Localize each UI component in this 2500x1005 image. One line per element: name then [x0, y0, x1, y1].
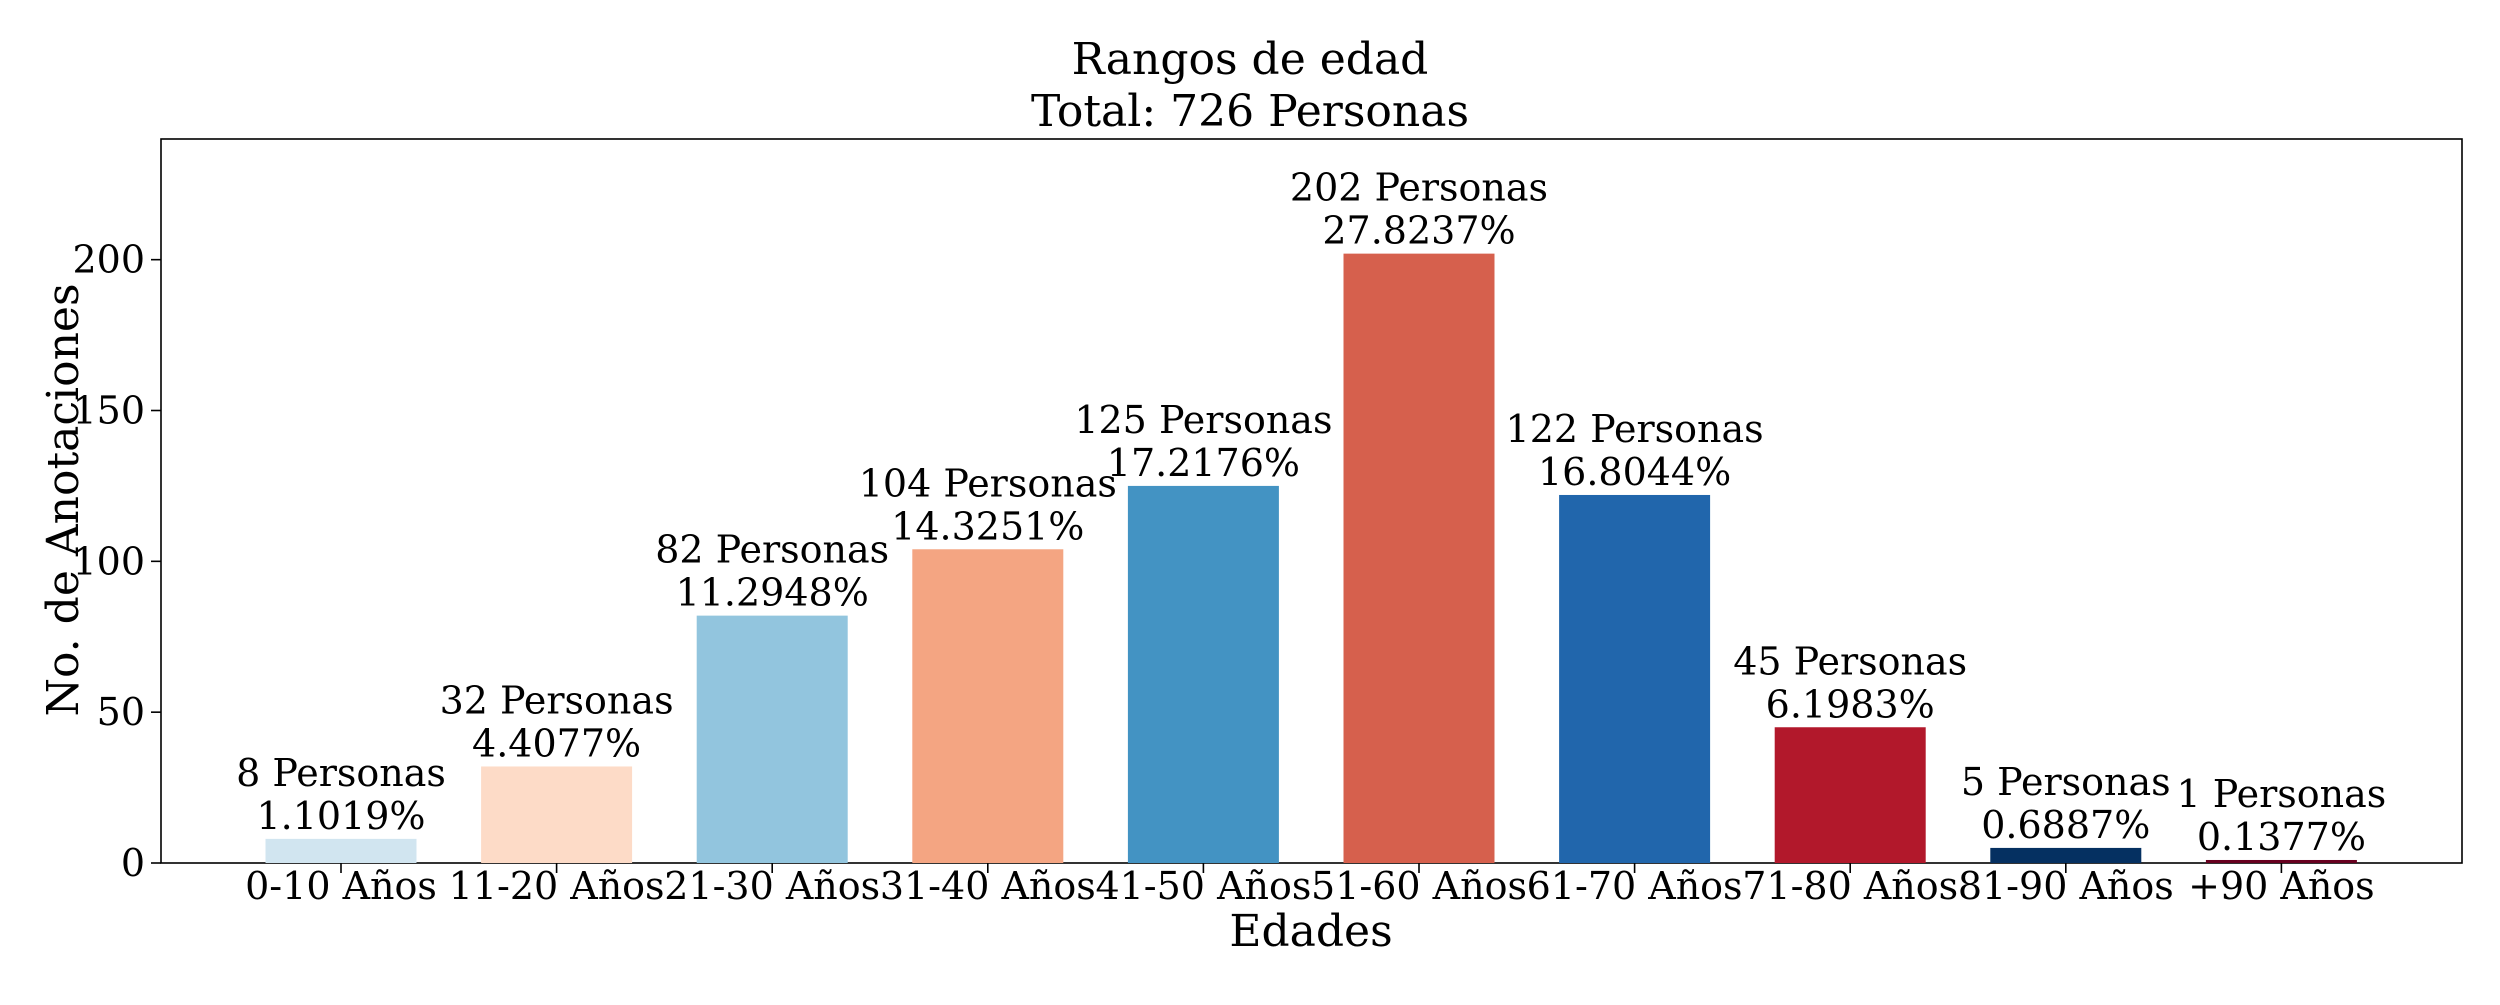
x-tick-label: +90 Años [2188, 864, 2375, 908]
x-tick-label: 61-70 Años [1527, 864, 1743, 908]
y-tick-label: 100 [72, 539, 145, 583]
bar-percent-label: 17.2176% [1107, 441, 1300, 485]
bar-percent-label: 4.4077% [472, 721, 641, 765]
bar-count-label: 202 Personas [1290, 166, 1548, 210]
y-tick-label: 0 [121, 841, 145, 885]
x-tick-label: 21-30 Años [664, 864, 880, 908]
chart-title: Rangos de edad [1072, 34, 1429, 85]
bar [1774, 727, 1926, 863]
bar-count-label: 45 Personas [1733, 639, 1967, 683]
bar-percent-label: 27.8237% [1322, 209, 1515, 253]
bar [481, 766, 633, 863]
bar-count-label: 32 Personas [440, 678, 674, 722]
bar [912, 549, 1064, 863]
x-tick-label: 0-10 Años [245, 864, 437, 908]
y-axis-label: No. de Anotaciones [38, 283, 89, 716]
bar [265, 838, 417, 863]
bar-percent-label: 0.1377% [2197, 815, 2366, 859]
bar-count-label: 125 Personas [1074, 398, 1332, 442]
y-tick-label: 150 [72, 389, 145, 433]
plot-frame [160, 138, 2463, 864]
y-tick-label: 200 [72, 238, 145, 282]
bar-percent-label: 14.3251% [891, 504, 1084, 548]
bar-percent-label: 11.2948% [676, 571, 869, 615]
bar [696, 615, 848, 863]
bar-percent-label: 16.8044% [1538, 450, 1731, 494]
x-tick-label: 41-50 Años [1095, 864, 1311, 908]
x-tick-label: 11-20 Años [449, 864, 665, 908]
bar-count-label: 5 Personas [1961, 760, 2171, 804]
bar-count-label: 1 Personas [2177, 772, 2387, 816]
x-tick-label: 81-90 Años [1958, 864, 2174, 908]
bar-percent-label: 6.1983% [1766, 682, 1935, 726]
bar-count-label: 122 Personas [1506, 407, 1764, 451]
x-tick-label: 71-80 Años [1742, 864, 1958, 908]
bar [1127, 485, 1279, 863]
bars-group: 1.1019%8 Personas 4.4077%32 Personas 11.29… [236, 166, 2387, 864]
chart-subtitle: Total: 726 Personas [1031, 86, 1469, 137]
y-axis: 0 50 100 150 200 [72, 238, 161, 885]
bar-count-label: 8 Personas [236, 751, 446, 795]
x-tick-label: 31-40 Años [880, 864, 1096, 908]
x-axis-label: Edades [1229, 906, 1392, 957]
bar-count-label: 82 Personas [655, 528, 889, 572]
bar-count-label: 104 Personas [859, 461, 1117, 505]
bar [2205, 859, 2357, 863]
bar [1990, 847, 2142, 863]
bar-percent-label: 1.1019% [256, 794, 425, 838]
bar-percent-label: 0.6887% [1981, 803, 2150, 847]
bar [1343, 253, 1495, 864]
x-tick-label: 51-60 Años [1311, 864, 1527, 908]
y-tick-label: 50 [97, 690, 145, 734]
bar [1559, 494, 1711, 863]
x-axis: 0-10 Años 11-20 Años 21-30 Años 31-40 Años 4… [245, 863, 2375, 908]
